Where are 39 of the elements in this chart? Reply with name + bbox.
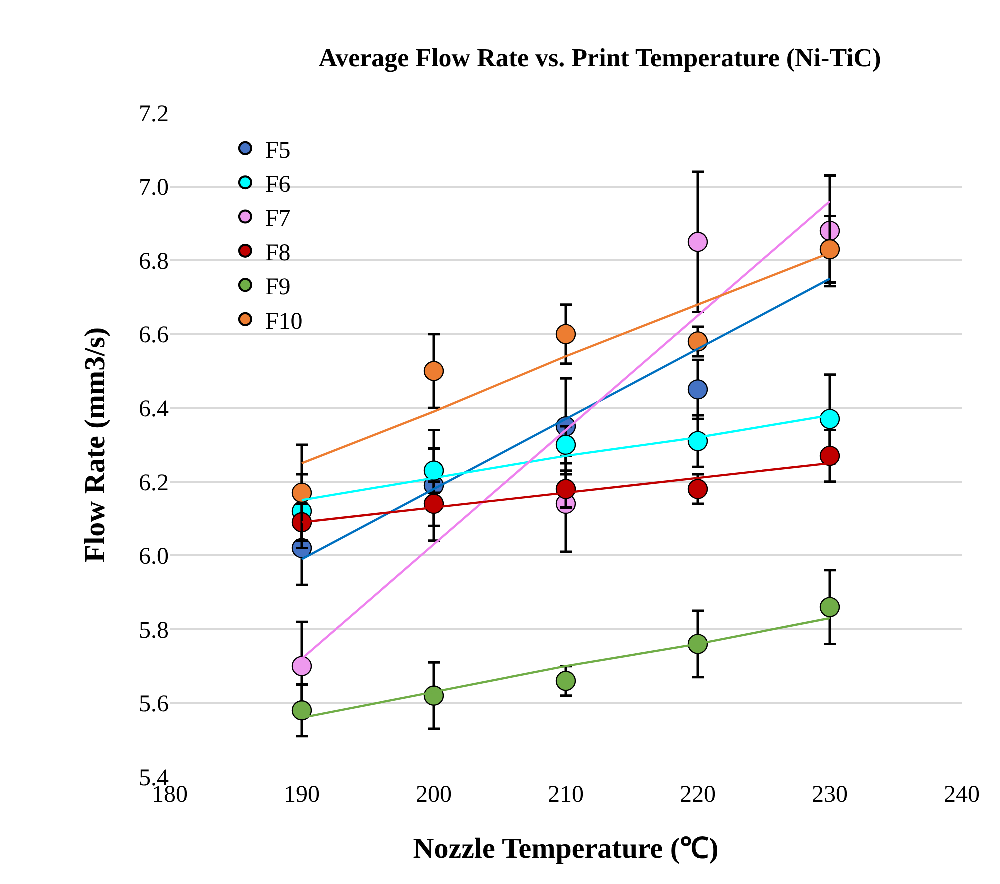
point: [688, 380, 708, 400]
x-axis-title: Nozzle Temperature (℃): [413, 832, 719, 865]
point: [820, 239, 840, 260]
y-tick-label: 7.0: [139, 175, 169, 202]
point: [688, 232, 708, 252]
y-tick-label: 6.4: [139, 396, 169, 423]
y-tick-label: 7.2: [139, 101, 169, 128]
legend-label: F5: [265, 138, 291, 164]
point: [556, 434, 576, 456]
y-axis-title: Flow Rate (mm3/s): [79, 327, 112, 563]
legend-label: F7: [265, 206, 291, 232]
y-tick-label: 6.8: [139, 248, 169, 275]
x-tick-label: 220: [680, 782, 716, 808]
point: [292, 482, 312, 504]
y-tick-label: 5.8: [139, 618, 169, 644]
point: [424, 361, 444, 382]
point: [424, 460, 444, 481]
legend-label: F8: [265, 240, 291, 266]
point: [820, 597, 840, 618]
x-tick-label: 200: [416, 782, 452, 808]
x-tick-label: 240: [944, 782, 980, 808]
y-tick-label: 6.2: [139, 470, 169, 496]
y-tick-label: 6.6: [139, 322, 169, 349]
point: [556, 670, 576, 692]
legend-label: F10: [265, 308, 303, 335]
point: [292, 700, 312, 721]
point: [688, 479, 708, 500]
chart-title: Average Flow Rate vs. Print Temperature (Ni-TiC): [318, 44, 882, 73]
y-tick-label: 5.6: [139, 692, 169, 718]
x-tick-label: 190: [284, 782, 320, 808]
point: [556, 324, 576, 344]
y-tick-label: 6.0: [139, 544, 169, 570]
x-tick-label: 210: [548, 782, 584, 808]
legend-label: F9: [265, 274, 291, 301]
legend-label: F6: [265, 172, 291, 198]
x-tick-label: 230: [812, 782, 848, 808]
point: [820, 446, 840, 466]
point: [820, 409, 840, 430]
point: [292, 656, 312, 676]
